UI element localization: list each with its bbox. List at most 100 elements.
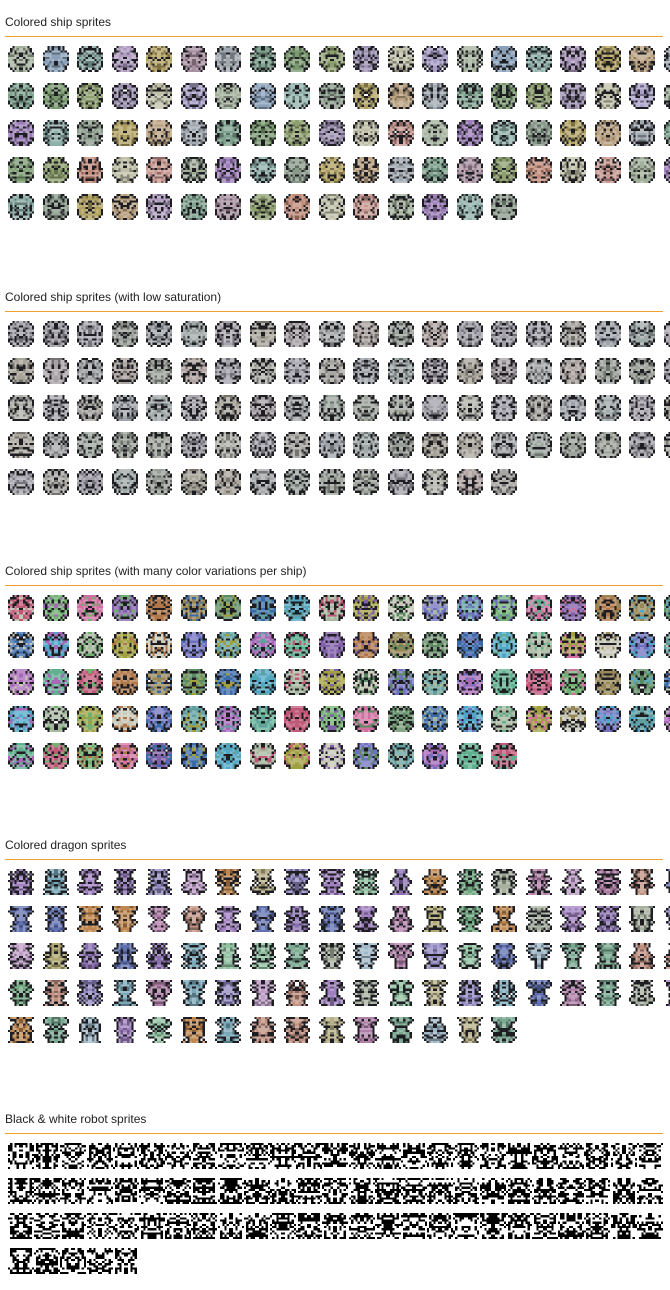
ship-sprite — [457, 46, 483, 72]
dragon-sprite — [215, 980, 241, 1006]
ship-sprite — [560, 358, 586, 384]
ship-sprite — [664, 432, 670, 458]
ship-sprite — [319, 395, 345, 421]
ship-sprite — [250, 632, 276, 658]
ship-sprite — [112, 83, 138, 109]
robot-sprite — [270, 1213, 296, 1239]
ship-sprite — [146, 743, 172, 769]
ship-sprite — [664, 83, 670, 109]
dragon-sprite — [422, 869, 448, 895]
ship-sprite — [560, 706, 586, 732]
ship-sprite — [457, 595, 483, 621]
ship-sprite — [146, 706, 172, 732]
robot-sprite — [427, 1213, 453, 1239]
ship-sprite — [215, 120, 241, 146]
dragon-sprite — [353, 906, 379, 932]
dragon-sprite — [181, 980, 207, 1006]
ship-sprite — [353, 395, 379, 421]
ship-sprite — [284, 194, 310, 220]
robot-sprite — [506, 1213, 532, 1239]
ship-sprite — [284, 83, 310, 109]
dragon-sprite — [250, 869, 276, 895]
ship-sprite — [526, 46, 552, 72]
ship-sprite — [595, 706, 621, 732]
robot-sprite — [87, 1213, 113, 1239]
ship-sprite — [43, 632, 69, 658]
ship-sprite — [526, 358, 552, 384]
ship-sprite — [43, 194, 69, 220]
dragon-sprite — [319, 906, 345, 932]
robot-sprite — [244, 1213, 270, 1239]
robot-sprite — [584, 1178, 610, 1204]
robot-sprite — [480, 1178, 506, 1204]
robot-sprite — [506, 1143, 532, 1169]
dragon-sprite — [422, 980, 448, 1006]
ship-sprite — [319, 469, 345, 495]
robot-sprite — [637, 1213, 663, 1239]
ship-sprite — [146, 669, 172, 695]
section-title: Colored ship sprites (with many color va… — [5, 564, 306, 578]
ship-sprite — [215, 595, 241, 621]
dragon-sprite — [388, 869, 414, 895]
dragon-sprite — [8, 869, 34, 895]
ship-sprite — [250, 595, 276, 621]
robot-sprite — [270, 1143, 296, 1169]
dragon-sprite — [181, 869, 207, 895]
ship-sprite — [353, 743, 379, 769]
dragon-sprite — [353, 1017, 379, 1043]
dragon-sprite — [353, 980, 379, 1006]
dragon-sprite — [77, 980, 103, 1006]
robot-sprite — [349, 1178, 375, 1204]
ship-sprite — [422, 157, 448, 183]
dragon-sprite — [8, 906, 34, 932]
dragon-sprite — [43, 1017, 69, 1043]
dragon-sprite — [422, 1017, 448, 1043]
dragon-sprite — [284, 980, 310, 1006]
robot-sprite — [611, 1178, 637, 1204]
robot-sprite — [637, 1178, 663, 1204]
ship-sprite — [422, 669, 448, 695]
ship-sprite — [112, 669, 138, 695]
robot-sprite — [322, 1213, 348, 1239]
ship-sprite — [526, 669, 552, 695]
robot-sprite — [8, 1213, 34, 1239]
section-divider — [5, 311, 663, 312]
dragon-sprite — [353, 943, 379, 969]
dragon-sprite — [43, 906, 69, 932]
dragon-sprite — [595, 869, 621, 895]
dragon-sprite — [77, 1017, 103, 1043]
ship-sprite — [560, 157, 586, 183]
ship-sprite — [146, 194, 172, 220]
ship-sprite — [319, 358, 345, 384]
ship-sprite — [526, 120, 552, 146]
ship-sprite — [77, 669, 103, 695]
ship-sprite — [595, 669, 621, 695]
robot-sprite — [349, 1213, 375, 1239]
robot-sprite — [532, 1213, 558, 1239]
ship-sprite — [250, 469, 276, 495]
ship-sprite — [491, 595, 517, 621]
ship-sprite — [491, 432, 517, 458]
ship-sprite — [353, 469, 379, 495]
ship-sprite — [526, 395, 552, 421]
ship-sprite — [595, 46, 621, 72]
ship-sprite — [215, 194, 241, 220]
ship-sprite — [319, 432, 345, 458]
ship-sprite — [43, 120, 69, 146]
robot-sprite — [165, 1213, 191, 1239]
ship-sprite — [353, 321, 379, 347]
robot-sprite — [34, 1143, 60, 1169]
ship-sprite — [8, 83, 34, 109]
ship-sprite — [77, 632, 103, 658]
robot-sprite — [637, 1143, 663, 1169]
dragon-sprite — [77, 906, 103, 932]
dragon-sprite — [664, 906, 670, 932]
dragon-sprite — [560, 906, 586, 932]
robot-sprite — [558, 1213, 584, 1239]
ship-sprite — [284, 120, 310, 146]
ship-sprite — [629, 120, 655, 146]
dragon-sprite — [181, 906, 207, 932]
robot-sprite — [113, 1143, 139, 1169]
dragon-sprite — [388, 943, 414, 969]
ship-sprite — [112, 120, 138, 146]
